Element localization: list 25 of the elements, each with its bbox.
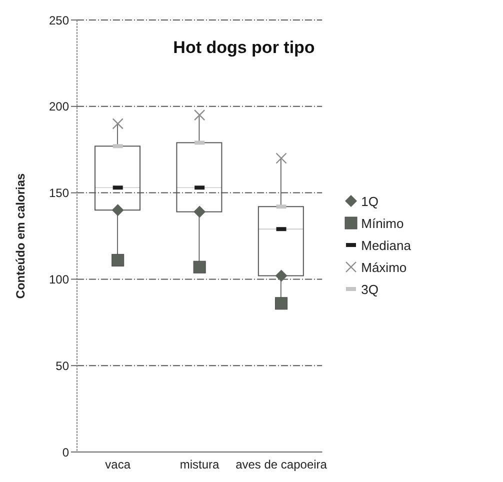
y-tick-label: 0 <box>62 445 70 460</box>
x-tick-label: mistura <box>180 458 220 472</box>
x-tick-label: aves de capoeira <box>236 458 328 472</box>
point <box>112 254 124 266</box>
legend-label: Máximo <box>361 260 407 274</box>
point <box>194 206 206 218</box>
point <box>276 152 287 164</box>
point <box>193 260 206 274</box>
text: Hot dogs por tipo <box>172 38 316 58</box>
y-tick-label: 150 <box>48 186 70 200</box>
y-tick-label: 200 <box>48 100 70 114</box>
x-tick-label: vaca <box>105 458 131 472</box>
legend-label: Mínimo <box>361 216 404 230</box>
point <box>275 270 288 282</box>
point <box>275 297 288 310</box>
legend-label: Mediana <box>361 238 411 252</box>
point <box>112 204 124 216</box>
y-tick-label: 100 <box>48 272 70 286</box>
legend-label: 3Q <box>361 282 378 296</box>
y-tick-label: 50 <box>56 358 70 373</box>
point <box>112 118 124 130</box>
point <box>194 109 206 121</box>
legend-label: 1Q <box>361 194 378 208</box>
y-axis-title: Conteúdo em calorias <box>13 173 28 299</box>
y-tick-label: 250 <box>48 13 70 28</box>
